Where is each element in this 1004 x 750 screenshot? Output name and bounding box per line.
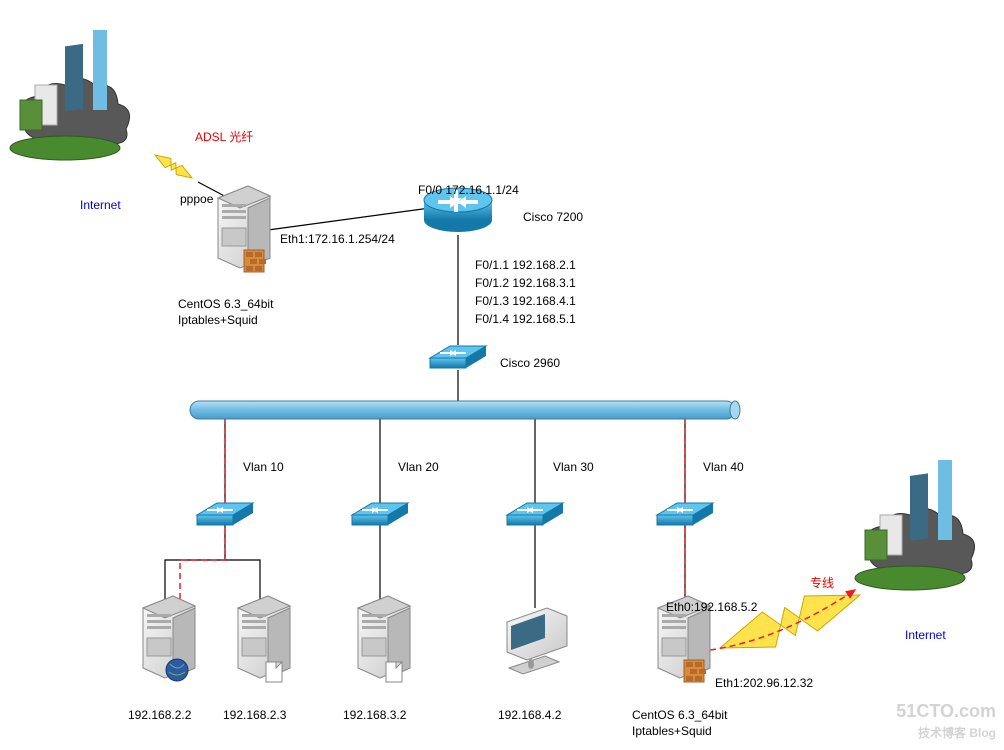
node-sw_core (430, 346, 486, 368)
label: Cisco 2960 (500, 356, 560, 370)
label: F0/1.4 192.168.5.1 (475, 312, 576, 326)
label: 192.168.2.2 (128, 708, 191, 722)
node-inet2 (855, 460, 975, 590)
label: Cisco 7200 (523, 210, 583, 224)
node-inet1 (10, 30, 130, 160)
node-sw2 (352, 503, 408, 525)
label: Iptables+Squid (178, 313, 258, 327)
label: F0/1.1 192.168.2.1 (475, 258, 576, 272)
label: pppoe (180, 192, 213, 206)
label: Vlan 30 (553, 460, 594, 474)
node-sw4 (657, 503, 713, 525)
node-h3 (358, 596, 410, 682)
label: Vlan 10 (243, 460, 284, 474)
network-diagram (0, 0, 1004, 750)
node-h4 (507, 608, 567, 674)
label: CentOS 6.3_64bit (632, 708, 727, 722)
label: 专线 (810, 574, 834, 591)
label: F0/1.2 192.168.3.1 (475, 276, 576, 290)
node-h2 (238, 596, 290, 682)
label: Internet (80, 198, 121, 212)
label: Eth1:202.96.12.32 (715, 676, 813, 690)
label: Iptables+Squid (632, 724, 712, 738)
label: Eth1:172.16.1.254/24 (280, 232, 395, 246)
label: ADSL 光纤 (195, 128, 253, 145)
node-h1 (143, 596, 195, 681)
label: Vlan 20 (398, 460, 439, 474)
label: Eth0:192.168.5.2 (666, 600, 757, 614)
label: 192.168.2.3 (223, 708, 286, 722)
label: 192.168.4.2 (498, 708, 561, 722)
node-sw1 (197, 503, 253, 525)
label: Vlan 40 (703, 460, 744, 474)
label: F0/1.3 192.168.4.1 (475, 294, 576, 308)
label: CentOS 6.3_64bit (178, 297, 273, 311)
node-sw3 (507, 503, 563, 525)
label: Internet (905, 628, 946, 642)
label: F0/0 172.16.1.1/24 (418, 183, 519, 197)
node-srv1 (218, 186, 270, 272)
watermark: 51CTO.com 技术博客 Blog (896, 702, 996, 742)
label: 192.168.3.2 (343, 708, 406, 722)
